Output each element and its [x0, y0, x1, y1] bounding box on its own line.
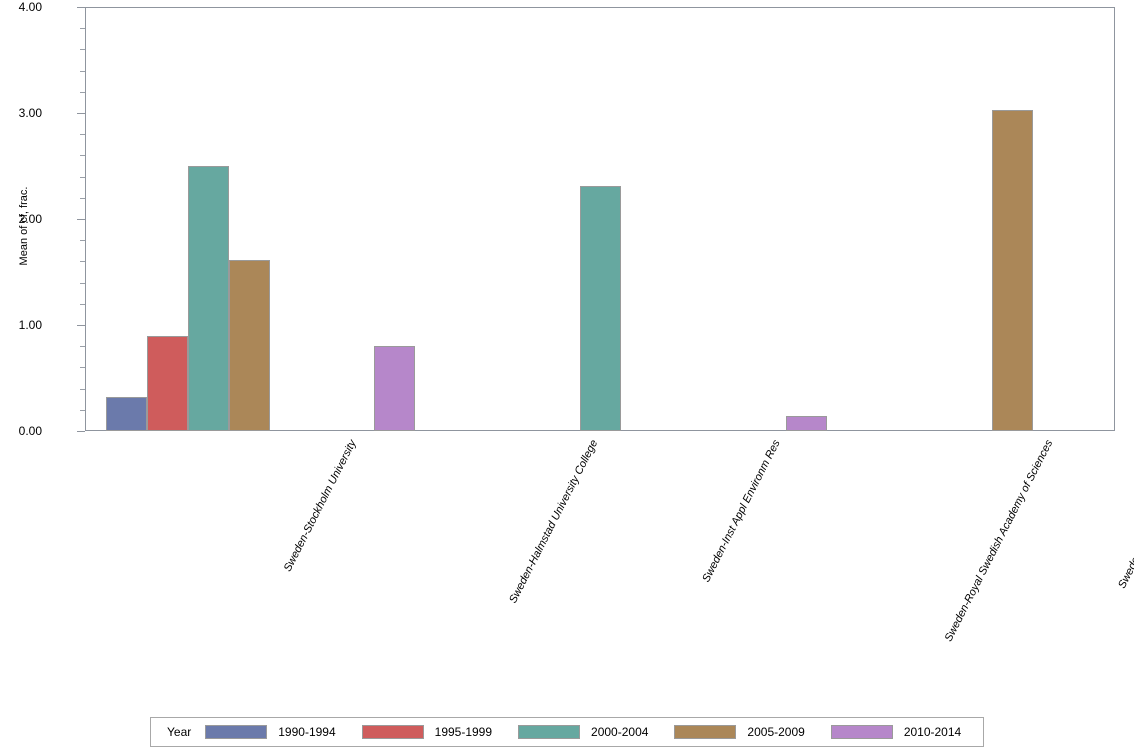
x-axis-category-label: Sweden-Royal Swedish Academy of Sciences	[942, 438, 1056, 644]
legend: Year 1990-1994 1995-1999 2000-2004 2005-200…	[150, 717, 984, 747]
y-tick-label: 2.00	[18, 212, 42, 226]
y-tick-mark	[77, 7, 85, 8]
y-tick-minor-mark	[80, 409, 85, 411]
legend-item-label: 2010-2014	[903, 725, 962, 739]
legend-item[interactable]: 2000-2004	[518, 725, 648, 739]
legend-item[interactable]: 2005-2009	[674, 725, 805, 739]
y-tick-mark	[77, 219, 85, 220]
y-tick-label: 3.00	[18, 106, 42, 120]
y-axis-title-text: Mean of cf, frac.	[18, 186, 30, 266]
legend-item-label: 1995-1999	[434, 725, 493, 739]
x-axis-category-label: Sweden-Halmstad University College	[507, 438, 601, 606]
bar	[373, 346, 415, 431]
bar	[106, 397, 147, 431]
bar	[229, 260, 270, 431]
legend-color-swatch	[674, 725, 737, 739]
bar	[785, 416, 827, 431]
legend-item[interactable]: 1995-1999	[361, 725, 493, 739]
y-tick-minor-mark	[80, 28, 85, 30]
legend-color-swatch	[205, 725, 268, 739]
legend-item[interactable]: 1990-1994	[205, 725, 336, 739]
y-tick-minor-mark	[80, 49, 85, 51]
legend-color-swatch	[830, 725, 893, 739]
y-tick-minor-mark	[80, 240, 85, 242]
x-axis-category-label: Sweden-University of Gothenburg	[1116, 438, 1134, 591]
legend-title: Year	[167, 725, 192, 739]
legend-item-label: 1990-1994	[278, 725, 336, 739]
legend-items: 1990-1994 1995-1999 2000-2004 2005-2009 2010…	[205, 725, 987, 739]
y-tick-label: 4.00	[18, 0, 42, 14]
legend-item-label: 2005-2009	[747, 725, 805, 739]
x-axis-category-label: Sweden-Inst Appl Environm Res	[700, 438, 783, 585]
y-tick-minor-mark	[80, 176, 85, 178]
y-tick-minor-mark	[80, 367, 85, 369]
y-tick-minor-mark	[80, 261, 85, 263]
y-tick-minor-mark	[80, 91, 85, 93]
y-tick-minor-mark	[80, 282, 85, 284]
bar	[579, 186, 621, 431]
y-tick-minor-mark	[80, 70, 85, 72]
legend-item-label: 2000-2004	[591, 725, 649, 739]
y-tick-mark	[77, 113, 85, 114]
x-axis-category-label: Sweden-Stockholm University	[281, 438, 359, 574]
legend-color-swatch	[518, 725, 581, 739]
y-tick-label: 1.00	[18, 318, 42, 332]
y-tick-minor-mark	[80, 388, 85, 390]
legend-color-swatch	[361, 725, 424, 739]
y-tick-minor-mark	[80, 197, 85, 199]
y-tick-label: 0.00	[18, 424, 42, 438]
y-tick-minor-mark	[80, 134, 85, 136]
y-tick-mark	[77, 325, 85, 326]
y-tick-minor-mark	[80, 303, 85, 305]
y-tick-minor-mark	[80, 155, 85, 157]
bar	[991, 109, 1033, 431]
bar	[188, 166, 229, 431]
legend-item[interactable]: 2010-2014	[830, 725, 962, 739]
bar	[147, 335, 188, 431]
y-tick-minor-mark	[80, 346, 85, 348]
y-tick-mark	[77, 431, 85, 432]
